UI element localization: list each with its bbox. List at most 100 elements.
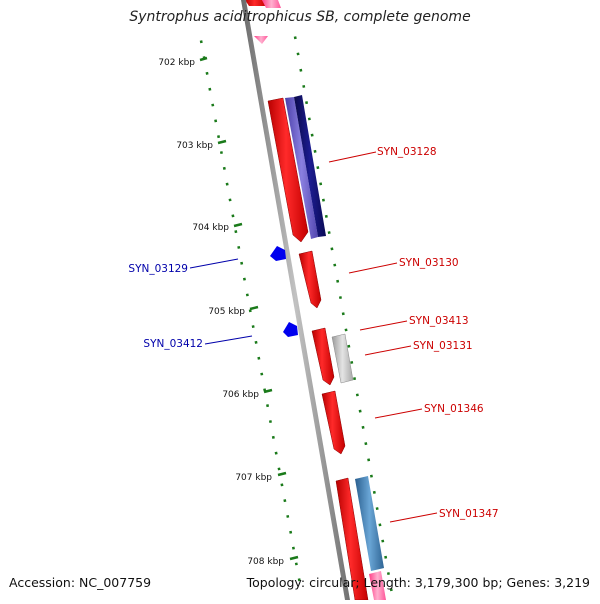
track-tick-left <box>242 277 246 281</box>
kbp-tick-703 <box>217 139 227 145</box>
track-tick-left <box>222 166 226 170</box>
genome-summary-text: Topology: circular; Length: 3,179,300 bp… <box>246 575 590 590</box>
track-tick-left <box>274 451 278 455</box>
track-tick-right <box>375 507 379 511</box>
track-tick-right <box>302 84 306 88</box>
track-tick-left <box>225 182 229 186</box>
gene-SYN_03128-cds[interactable] <box>267 97 309 243</box>
track-tick-right <box>361 425 365 429</box>
feature-top-red[interactable] <box>245 0 266 6</box>
gene-label-SYN_03129[interactable]: SYN_03129 <box>128 263 188 275</box>
track-tick-right <box>347 344 351 348</box>
track-tick-right <box>321 198 325 202</box>
gene-label-SYN_01347[interactable]: SYN_01347 <box>439 508 499 520</box>
kbp-tick-707 <box>277 471 287 477</box>
kbp-label-706: 706 kbp <box>222 390 259 400</box>
track-tick-right <box>353 377 357 381</box>
leader-SYN_03130 <box>348 262 398 274</box>
track-tick-right <box>367 458 371 462</box>
gene-label-SYN_01346[interactable]: SYN_01346 <box>424 403 484 415</box>
feature-top-pink-arrow[interactable] <box>254 36 268 44</box>
leader-SYN_03128 <box>328 151 377 163</box>
kbp-tick-group: 702 kbp 703 kbp 704 kbp 705 kbp 706 kbp … <box>158 56 299 567</box>
track-tick-right <box>324 214 328 218</box>
leader-SYN_03412 <box>204 335 253 345</box>
feature-top-pink[interactable] <box>262 0 281 8</box>
track-tick-left <box>217 135 221 139</box>
gene-SYN_03413-cds[interactable] <box>311 327 335 386</box>
track-tick-left <box>240 261 244 265</box>
gene-label-SYN_03130[interactable]: SYN_03130 <box>399 257 459 269</box>
track-tick-left <box>268 420 272 424</box>
kbp-label-705: 705 kbp <box>208 307 245 317</box>
track-tick-left <box>263 388 267 392</box>
track-tick-right <box>364 442 368 446</box>
track-tick-left <box>283 499 287 503</box>
track-tick-left <box>205 71 209 75</box>
track-tick-left <box>271 435 275 439</box>
track-tick-left <box>277 467 281 471</box>
track-tick-right <box>355 393 359 397</box>
kbp-tick-704 <box>233 222 243 228</box>
gene-SYN_03412-cds[interactable] <box>283 322 298 337</box>
kbp-label-708: 708 kbp <box>247 557 284 567</box>
gene-SYN_03131-cds[interactable] <box>331 333 354 384</box>
leader-SYN_03131 <box>364 345 412 356</box>
gene-label-SYN_03412[interactable]: SYN_03412 <box>143 338 203 350</box>
gene-bottom-pink[interactable] <box>369 571 386 600</box>
kbp-label-703: 703 kbp <box>176 141 213 151</box>
track-tick-right <box>336 279 340 283</box>
track-tick-left <box>289 530 293 534</box>
gene-labels: SYN_03128 SYN_03130 SYN_03413 SYN_03131 … <box>128 146 498 520</box>
track-tick-left <box>237 245 241 249</box>
gene-SYN_03128-protein-dark[interactable] <box>294 95 326 237</box>
leader-SYN_01346 <box>374 408 423 419</box>
track-tick-left <box>219 151 223 155</box>
track-tick-right <box>369 474 373 478</box>
track-tick-left <box>257 356 261 360</box>
track-tick-right <box>313 149 317 153</box>
track-tick-right <box>378 523 382 527</box>
track-tick-left <box>199 40 203 44</box>
kbp-label-704: 704 kbp <box>192 223 229 233</box>
track-tick-left <box>260 372 264 376</box>
track-tick-right <box>310 133 314 137</box>
track-tick-right <box>305 101 309 105</box>
gene-label-SYN_03131[interactable]: SYN_03131 <box>413 340 473 352</box>
leader-SYN_03413 <box>359 320 408 331</box>
track-tick-right <box>384 555 388 559</box>
kbp-tick-708 <box>289 555 299 561</box>
track-tick-right <box>293 36 297 40</box>
track-tick-right <box>330 247 334 251</box>
kbp-tick-702 <box>199 56 208 62</box>
track-tick-left <box>231 214 235 218</box>
track-tick-right <box>350 360 354 364</box>
track-tick-left <box>297 578 301 582</box>
accession-text: Accession: NC_007759 <box>9 575 152 590</box>
gene-SYN_01346-cds[interactable] <box>321 390 346 455</box>
track-tick-right <box>358 409 362 413</box>
track-tick-right <box>341 312 345 316</box>
track-tick-left <box>245 293 249 297</box>
track-tick-left <box>208 87 212 91</box>
track-tick-right <box>307 117 311 121</box>
track-tick-right <box>338 296 342 300</box>
gene-SYN_01347-protein[interactable] <box>355 476 384 571</box>
gene-label-SYN_03413[interactable]: SYN_03413 <box>409 315 469 327</box>
label-leader-lines <box>189 151 438 523</box>
leader-SYN_03129 <box>189 258 239 269</box>
track-tick-left <box>248 309 252 313</box>
gene-SYN_03130-cds[interactable] <box>298 250 322 309</box>
track-tick-left <box>251 325 255 329</box>
gene-label-SYN_03128[interactable]: SYN_03128 <box>377 146 437 158</box>
track-tick-left <box>280 483 284 487</box>
gene-SYN_03129-cds[interactable] <box>270 246 286 261</box>
genome-backbone <box>241 0 350 600</box>
track-tick-right <box>296 52 300 56</box>
track-tick-left <box>286 514 290 518</box>
gene-SYN_03128-protein[interactable] <box>285 97 318 239</box>
map-title: Syntrophus aciditrophicus SB, complete g… <box>129 9 471 25</box>
track-tick-right <box>386 572 390 576</box>
track-tick-right <box>299 68 303 72</box>
